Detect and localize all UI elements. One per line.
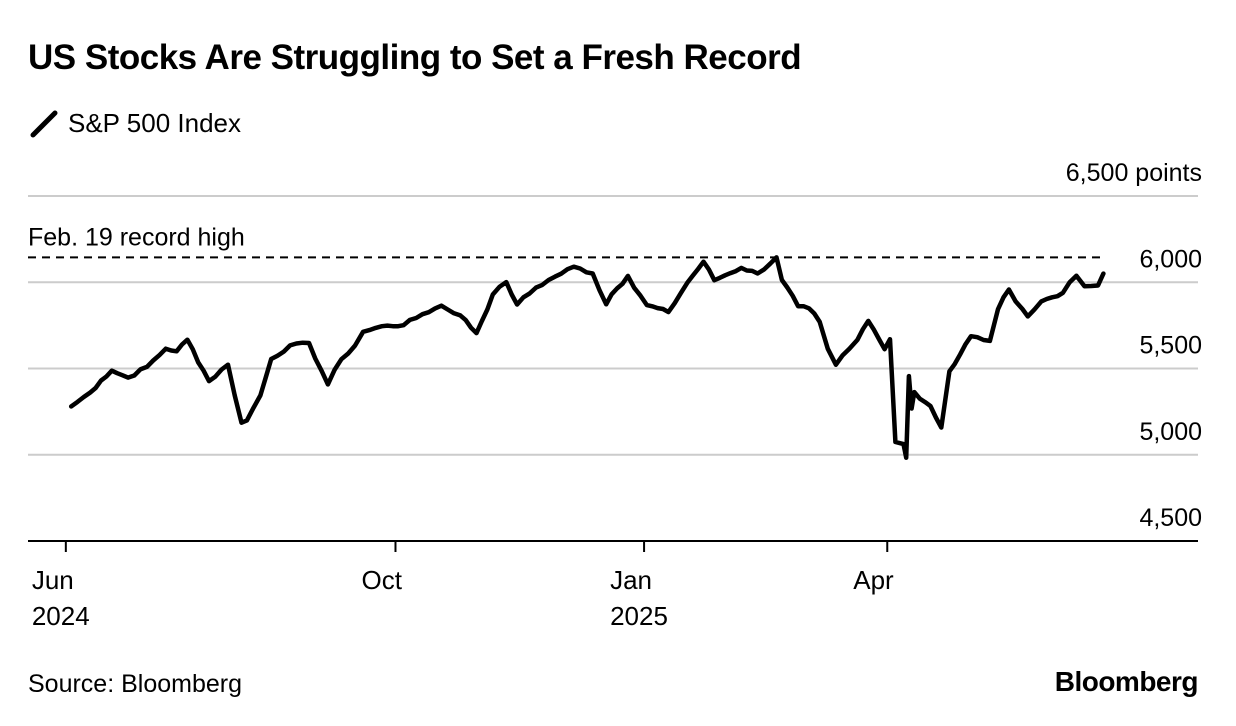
data-point xyxy=(1061,291,1065,294)
data-point xyxy=(402,324,405,327)
data-point xyxy=(686,281,689,284)
data-point xyxy=(145,365,149,369)
data-point xyxy=(626,274,630,278)
data-point xyxy=(440,304,443,307)
data-point xyxy=(572,265,576,268)
data-point xyxy=(505,280,508,284)
x-tick-label: Jun xyxy=(32,565,74,595)
data-point xyxy=(1075,274,1078,277)
data-point xyxy=(1040,300,1043,303)
data-point xyxy=(867,319,870,323)
data-point xyxy=(645,303,648,307)
data-point xyxy=(848,347,851,350)
y-tick-label: 5,000 xyxy=(1139,418,1202,446)
legend: S&P 500 Index xyxy=(30,106,241,140)
data-point xyxy=(380,325,384,328)
data-point xyxy=(780,278,784,282)
data-point xyxy=(1083,285,1086,288)
data-point xyxy=(269,357,273,361)
data-point xyxy=(110,369,113,372)
data-point xyxy=(326,383,330,386)
data-point xyxy=(99,379,103,382)
x-tick-label: Oct xyxy=(361,565,402,595)
data-point xyxy=(1021,307,1024,311)
data-point xyxy=(288,344,292,347)
data-point xyxy=(904,456,908,459)
data-point xyxy=(361,330,365,333)
brand-logo: Bloomberg xyxy=(1054,666,1199,697)
x-tick-year-label: 2025 xyxy=(610,601,668,631)
data-point xyxy=(856,338,859,341)
data-point xyxy=(894,440,897,444)
series-line xyxy=(68,255,1106,460)
data-point xyxy=(126,376,130,379)
x-tick-label: Jan xyxy=(610,565,652,595)
data-point xyxy=(948,370,951,373)
data-point xyxy=(553,275,557,278)
data-point xyxy=(940,426,943,429)
data-point xyxy=(740,266,743,270)
data-point xyxy=(610,293,613,296)
data-point xyxy=(307,341,311,345)
y-tick-label: 4,500 xyxy=(1139,504,1202,532)
data-point xyxy=(226,363,230,366)
data-point xyxy=(775,256,778,259)
data-point xyxy=(796,305,800,308)
data-point xyxy=(929,404,932,408)
data-point xyxy=(186,338,189,341)
data-point xyxy=(515,303,519,306)
data-point xyxy=(1102,272,1105,275)
data-point xyxy=(667,310,670,314)
data-point xyxy=(988,339,992,343)
data-point xyxy=(245,419,249,422)
data-point xyxy=(475,331,478,335)
data-point xyxy=(818,320,821,324)
record-high-label: Feb. 19 record high xyxy=(28,223,245,251)
data-point xyxy=(421,312,424,316)
data-point xyxy=(834,363,838,366)
data-point xyxy=(888,337,892,341)
data-point xyxy=(1026,315,1029,318)
source-note: Source: Bloomberg xyxy=(28,670,243,698)
data-point xyxy=(259,394,262,397)
chart-plot: 4,500 5,000 5,500 6,000 6,500 points Jun 2024 O… xyxy=(28,159,1202,631)
y-tick-label: 6,000 xyxy=(1139,245,1202,273)
data-point xyxy=(70,405,73,408)
data-point xyxy=(459,314,462,317)
data-point xyxy=(756,272,759,275)
data-point xyxy=(1007,288,1011,291)
x-tick-year-label: 2024 xyxy=(32,601,90,631)
data-point xyxy=(340,357,343,361)
data-point xyxy=(353,344,357,347)
x-tick-label: Apr xyxy=(853,565,894,595)
data-point xyxy=(723,274,727,277)
data-point xyxy=(591,272,594,275)
data-point xyxy=(969,335,973,338)
chart-title: US Stocks Are Struggling to Set a Fresh … xyxy=(28,38,802,77)
data-point xyxy=(996,307,1000,311)
data-point xyxy=(807,307,811,310)
data-point xyxy=(883,347,886,351)
data-point xyxy=(902,442,905,446)
data-point xyxy=(713,278,716,282)
data-point xyxy=(1096,284,1100,287)
legend-label: S&P 500 Index xyxy=(68,107,241,138)
data-point xyxy=(175,350,178,353)
data-point xyxy=(207,379,211,383)
data-point xyxy=(907,374,911,378)
data-point xyxy=(826,347,830,351)
y-tick-label: 6,500 points xyxy=(1066,159,1202,187)
data-point xyxy=(88,391,92,394)
data-point xyxy=(702,260,705,263)
data-point xyxy=(910,407,913,410)
data-point xyxy=(605,303,608,306)
data-point xyxy=(240,421,243,424)
y-tick-label: 5,500 xyxy=(1139,332,1202,360)
data-point xyxy=(534,286,538,289)
data-point xyxy=(164,347,168,350)
data-point xyxy=(491,293,494,296)
data-point xyxy=(913,390,916,394)
legend-line-icon xyxy=(30,110,58,138)
